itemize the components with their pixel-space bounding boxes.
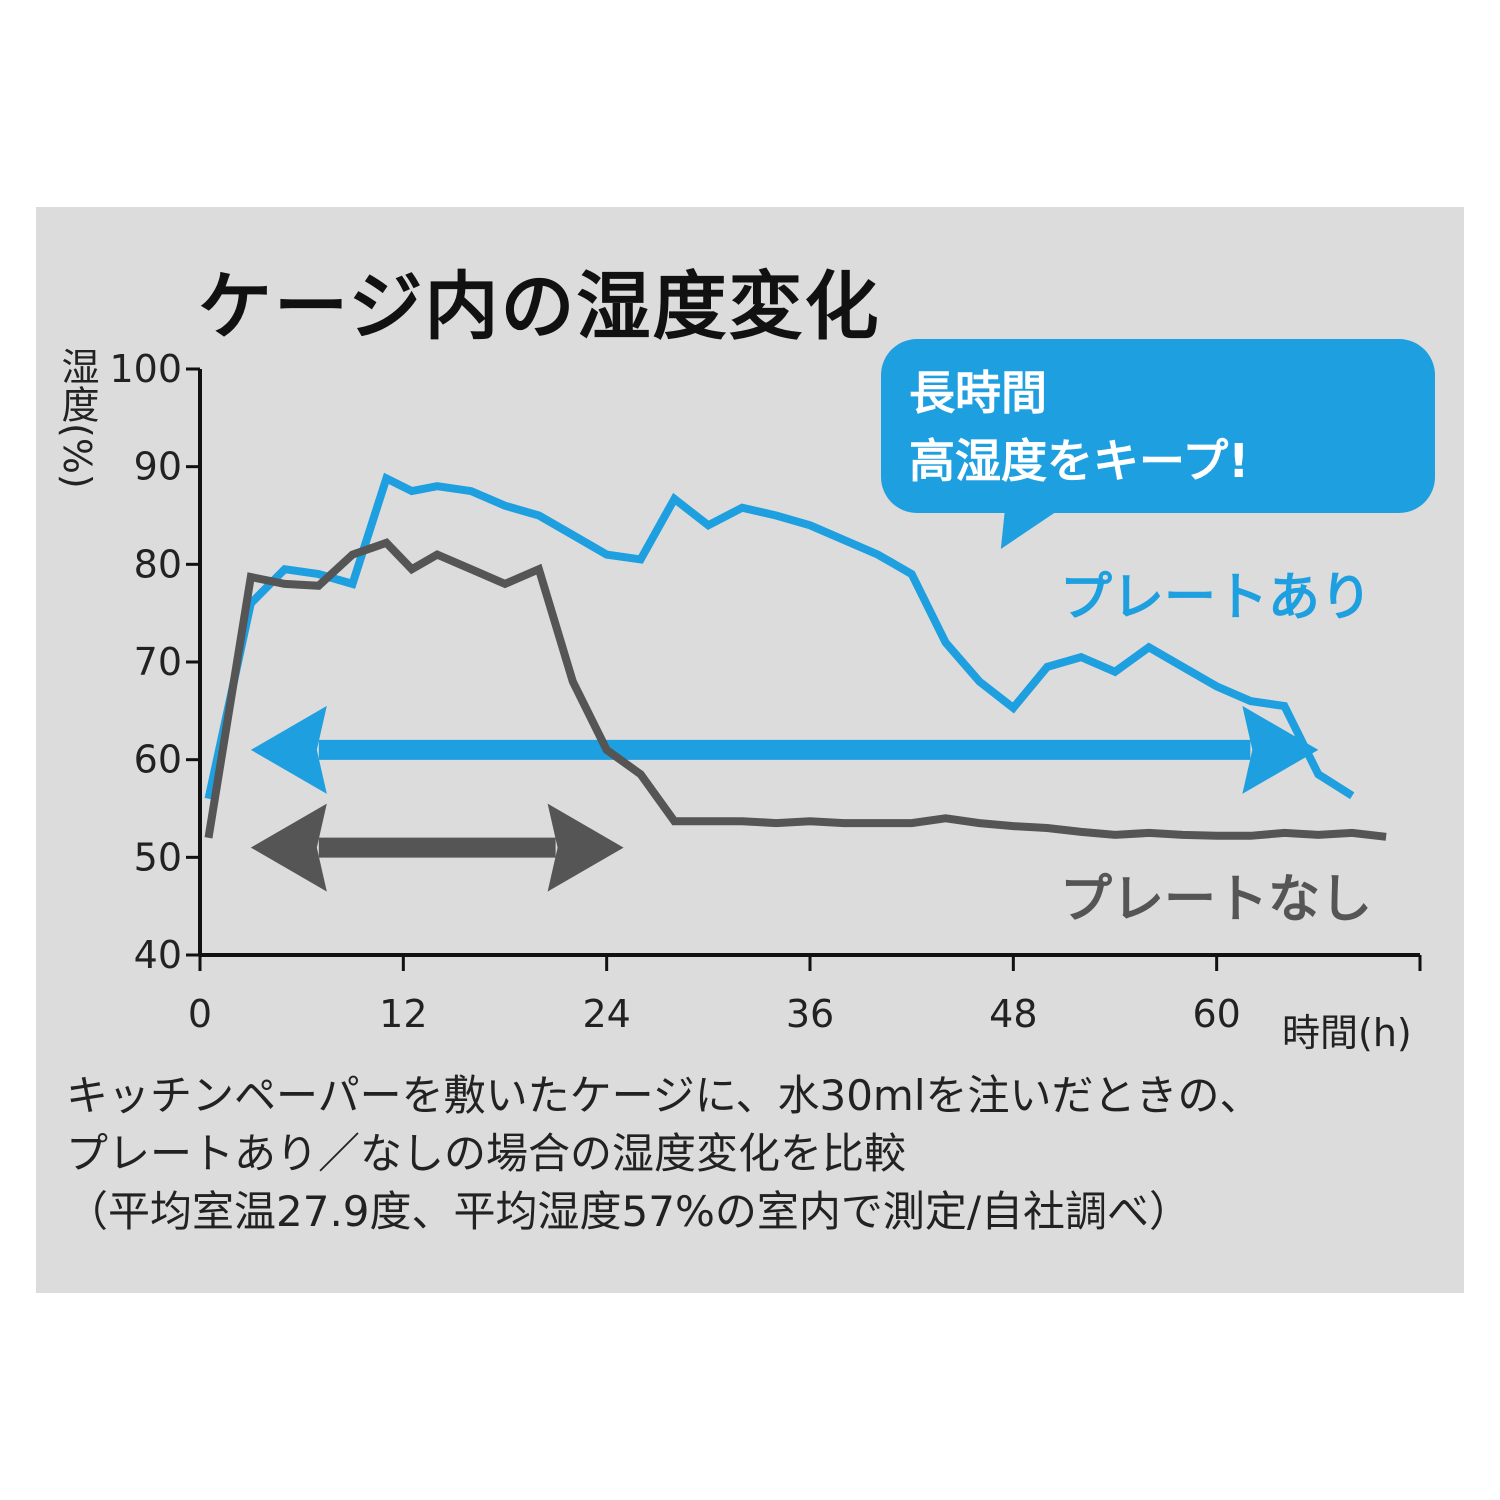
series-line-with-plate — [204, 472, 1355, 800]
series-label-with-plate: プレートあり — [1060, 568, 1373, 628]
caption-line-1: キッチンペーパーを敷いたケージに、水30mlを注いだときの、 — [66, 1071, 1262, 1120]
arrow-with-plate-head-right — [1242, 705, 1319, 794]
y-tick-label: 50 — [134, 835, 182, 879]
x-tick-label: 48 — [989, 992, 1037, 1036]
y-tick-label: 90 — [134, 445, 182, 489]
callout-line-1: 長時間 — [909, 366, 1047, 420]
x-tick-label: 60 — [1192, 992, 1240, 1036]
callout-bubble: 長時間 高湿度をキープ! — [881, 339, 1435, 513]
humidity-line-chart: 40 50 60 70 80 90 100 0 12 24 36 48 60 — [109, 347, 1422, 1036]
y-tick-label: 60 — [134, 738, 182, 782]
arrow-without-plate-head-right — [547, 803, 624, 892]
arrow-without-plate-head-left — [250, 803, 327, 892]
series-label-without-plate: プレートなし — [1060, 870, 1373, 930]
caption-line-2: プレートあり／なしの場合の湿度変化を比較 — [66, 1129, 907, 1178]
y-axis-label: 湿度(%) — [55, 347, 99, 489]
callout-line-2: 高湿度をキープ! — [909, 434, 1250, 488]
y-tick-label: 70 — [134, 640, 182, 684]
caption-line-3: （平均室温27.9度、平均湿度57%の室内で測定/自社調べ） — [66, 1187, 1192, 1236]
caption: キッチンペーパーを敷いたケージに、水30mlを注いだときの、 プレートあり／なし… — [66, 1067, 1262, 1241]
series-line-without-plate — [204, 538, 1387, 841]
x-tick-label: 12 — [379, 992, 427, 1036]
x-tick-label: 24 — [582, 992, 630, 1036]
chart-panel: ケージ内の湿度変化 湿度(%) 40 50 60 70 80 90 100 0 12 24 36 48… — [36, 207, 1464, 1293]
x-tick-label: 0 — [188, 992, 212, 1036]
arrow-with-plate-head-left — [250, 705, 327, 794]
y-tick-label: 100 — [109, 347, 182, 391]
y-tick-label: 80 — [134, 542, 182, 586]
x-axis-label: 時間(h) — [1282, 1011, 1412, 1055]
x-tick-label: 36 — [786, 992, 834, 1036]
y-tick-label: 40 — [134, 933, 182, 977]
chart-title: ケージ内の湿度変化 — [198, 264, 881, 350]
